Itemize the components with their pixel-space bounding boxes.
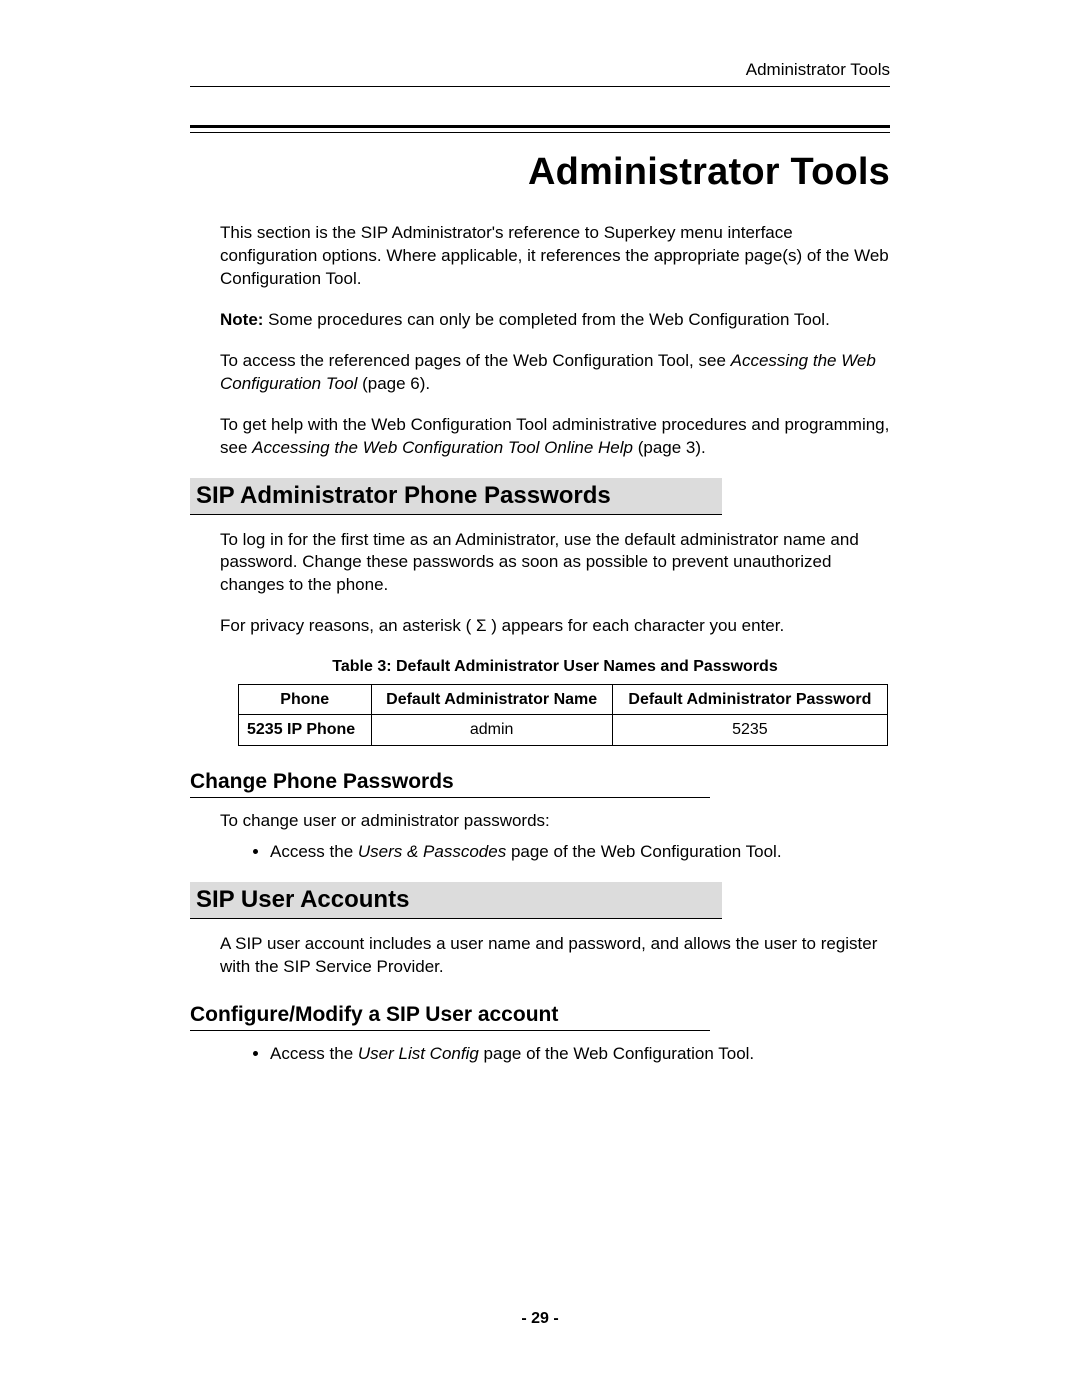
intro-p1: This section is the SIP Administrator's …: [220, 222, 890, 291]
heading-configure-sip-user: Configure/Modify a SIP User account: [190, 1003, 710, 1031]
sip-admin-pw-p2b: ) appears for each character you enter.: [487, 616, 785, 635]
intro-block: This section is the SIP Administrator's …: [220, 222, 890, 460]
intro-p3a: To access the referenced pages of the We…: [220, 351, 731, 370]
bullet-text-a: Access the: [270, 1044, 358, 1063]
bullet-text-b: Users & Passcodes: [358, 842, 506, 861]
sip-admin-pw-p1: To log in for the first time as an Admin…: [220, 529, 890, 598]
intro-note: Note: Some procedures can only be comple…: [220, 309, 890, 332]
cell-admin-name: admin: [371, 715, 612, 746]
sip-admin-pw-p2a: For privacy reasons, an asterisk (: [220, 616, 476, 635]
sip-admin-pw-p2: For privacy reasons, an asterisk ( Σ ) a…: [220, 615, 890, 638]
sip-user-accounts-block: A SIP user account includes a user name …: [220, 933, 890, 979]
running-header: Administrator Tools: [190, 60, 890, 87]
change-pw-p1: To change user or administrator password…: [220, 810, 890, 833]
bullet-text-c: page of the Web Configuration Tool.: [506, 842, 781, 861]
bullet-text-b: User List Config: [358, 1044, 479, 1063]
table-header-row: Phone Default Administrator Name Default…: [239, 684, 888, 715]
intro-p4: To get help with the Web Configuration T…: [220, 414, 890, 460]
page-number: - 29 -: [0, 1310, 1080, 1328]
double-rule: [190, 125, 890, 133]
intro-p4b: Accessing the Web Configuration Tool Onl…: [252, 438, 633, 457]
col-phone: Phone: [239, 684, 372, 715]
cell-phone: 5235 IP Phone: [239, 715, 372, 746]
heading-sip-admin-passwords: SIP Administrator Phone Passwords: [190, 478, 722, 515]
cell-admin-password: 5235: [612, 715, 887, 746]
note-text: Some procedures can only be completed fr…: [263, 310, 829, 329]
configure-sip-user-block: Access the User List Config page of the …: [220, 1043, 890, 1066]
table-row: 5235 IP Phone admin 5235: [239, 715, 888, 746]
list-item: Access the Users & Passcodes page of the…: [270, 841, 890, 864]
heading-change-phone-passwords: Change Phone Passwords: [190, 770, 710, 798]
intro-p3c: (page 6).: [357, 374, 430, 393]
change-pw-block: To change user or administrator password…: [220, 810, 890, 864]
col-default-password: Default Administrator Password: [612, 684, 887, 715]
change-pw-bullets: Access the Users & Passcodes page of the…: [270, 841, 890, 864]
bullet-text-c: page of the Web Configuration Tool.: [479, 1044, 754, 1063]
table-caption: Table 3: Default Administrator User Name…: [220, 656, 890, 678]
sip-admin-pw-block: To log in for the first time as an Admin…: [220, 529, 890, 747]
col-default-name: Default Administrator Name: [371, 684, 612, 715]
list-item: Access the User List Config page of the …: [270, 1043, 890, 1066]
admin-passwords-table: Phone Default Administrator Name Default…: [238, 684, 888, 746]
sigma-symbol: Σ: [476, 616, 487, 635]
intro-p4c: (page 3).: [633, 438, 706, 457]
configure-sip-user-bullets: Access the User List Config page of the …: [270, 1043, 890, 1066]
page-content: Administrator Tools Administrator Tools …: [190, 60, 890, 1082]
chapter-title: Administrator Tools: [190, 151, 890, 194]
sip-user-accounts-p1: A SIP user account includes a user name …: [220, 933, 890, 979]
bullet-text-a: Access the: [270, 842, 358, 861]
intro-p3: To access the referenced pages of the We…: [220, 350, 890, 396]
note-label: Note:: [220, 310, 263, 329]
heading-sip-user-accounts: SIP User Accounts: [190, 882, 722, 919]
